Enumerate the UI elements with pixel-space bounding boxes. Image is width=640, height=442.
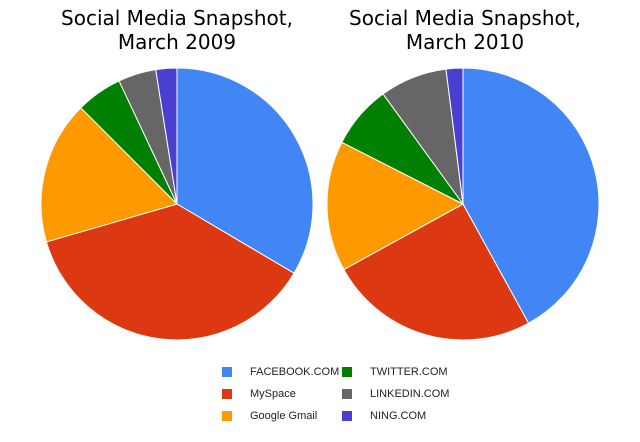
legend-swatch-myspace	[222, 389, 232, 399]
legend-swatch-facebook	[222, 367, 232, 377]
pie-chart-2009	[40, 67, 314, 341]
legend-item-myspace: MySpace	[222, 386, 296, 402]
legend-label-gmail: Google Gmail	[250, 410, 318, 422]
legend-label-linkedin: LINKEDIN.COM	[370, 388, 450, 400]
legend-swatch-twitter	[342, 367, 352, 377]
pie-slice-ning	[445, 67, 464, 205]
legend-item-ning: NING.COM	[342, 408, 426, 424]
pie-slice-ning	[155, 67, 178, 205]
pie-slice-gmail	[326, 141, 465, 271]
legend-label-ning: NING.COM	[370, 410, 427, 422]
legend-item-facebook: FACEBOOK.COM	[222, 364, 339, 380]
pie-slice-facebook	[176, 67, 314, 274]
chart-title-2010: Social Media Snapshot, March 2010	[349, 6, 581, 54]
pie-chart-2010	[326, 67, 600, 341]
legend-swatch-linkedin	[342, 389, 352, 399]
pie-charts	[40, 67, 600, 341]
legend-item-gmail: Google Gmail	[222, 408, 317, 424]
legend-item-twitter: TWITTER.COM	[342, 364, 448, 380]
legend-label-twitter: TWITTER.COM	[370, 366, 448, 378]
pie-slice-facebook	[462, 67, 600, 324]
pie-slice-myspace	[343, 203, 530, 341]
legend-label-myspace: MySpace	[250, 388, 296, 400]
pie-slice-myspace	[45, 203, 295, 341]
legend-swatch-ning	[342, 411, 352, 421]
chart-title-2009: Social Media Snapshot, March 2009	[61, 6, 293, 54]
legend-swatch-gmail	[222, 411, 232, 421]
legend-item-linkedin: LINKEDIN.COM	[342, 386, 449, 402]
legend-label-facebook: FACEBOOK.COM	[250, 366, 340, 378]
pie-slice-gmail	[40, 107, 178, 243]
legend: FACEBOOK.COM MySpace Google Gmail TWITTE…	[222, 364, 482, 434]
